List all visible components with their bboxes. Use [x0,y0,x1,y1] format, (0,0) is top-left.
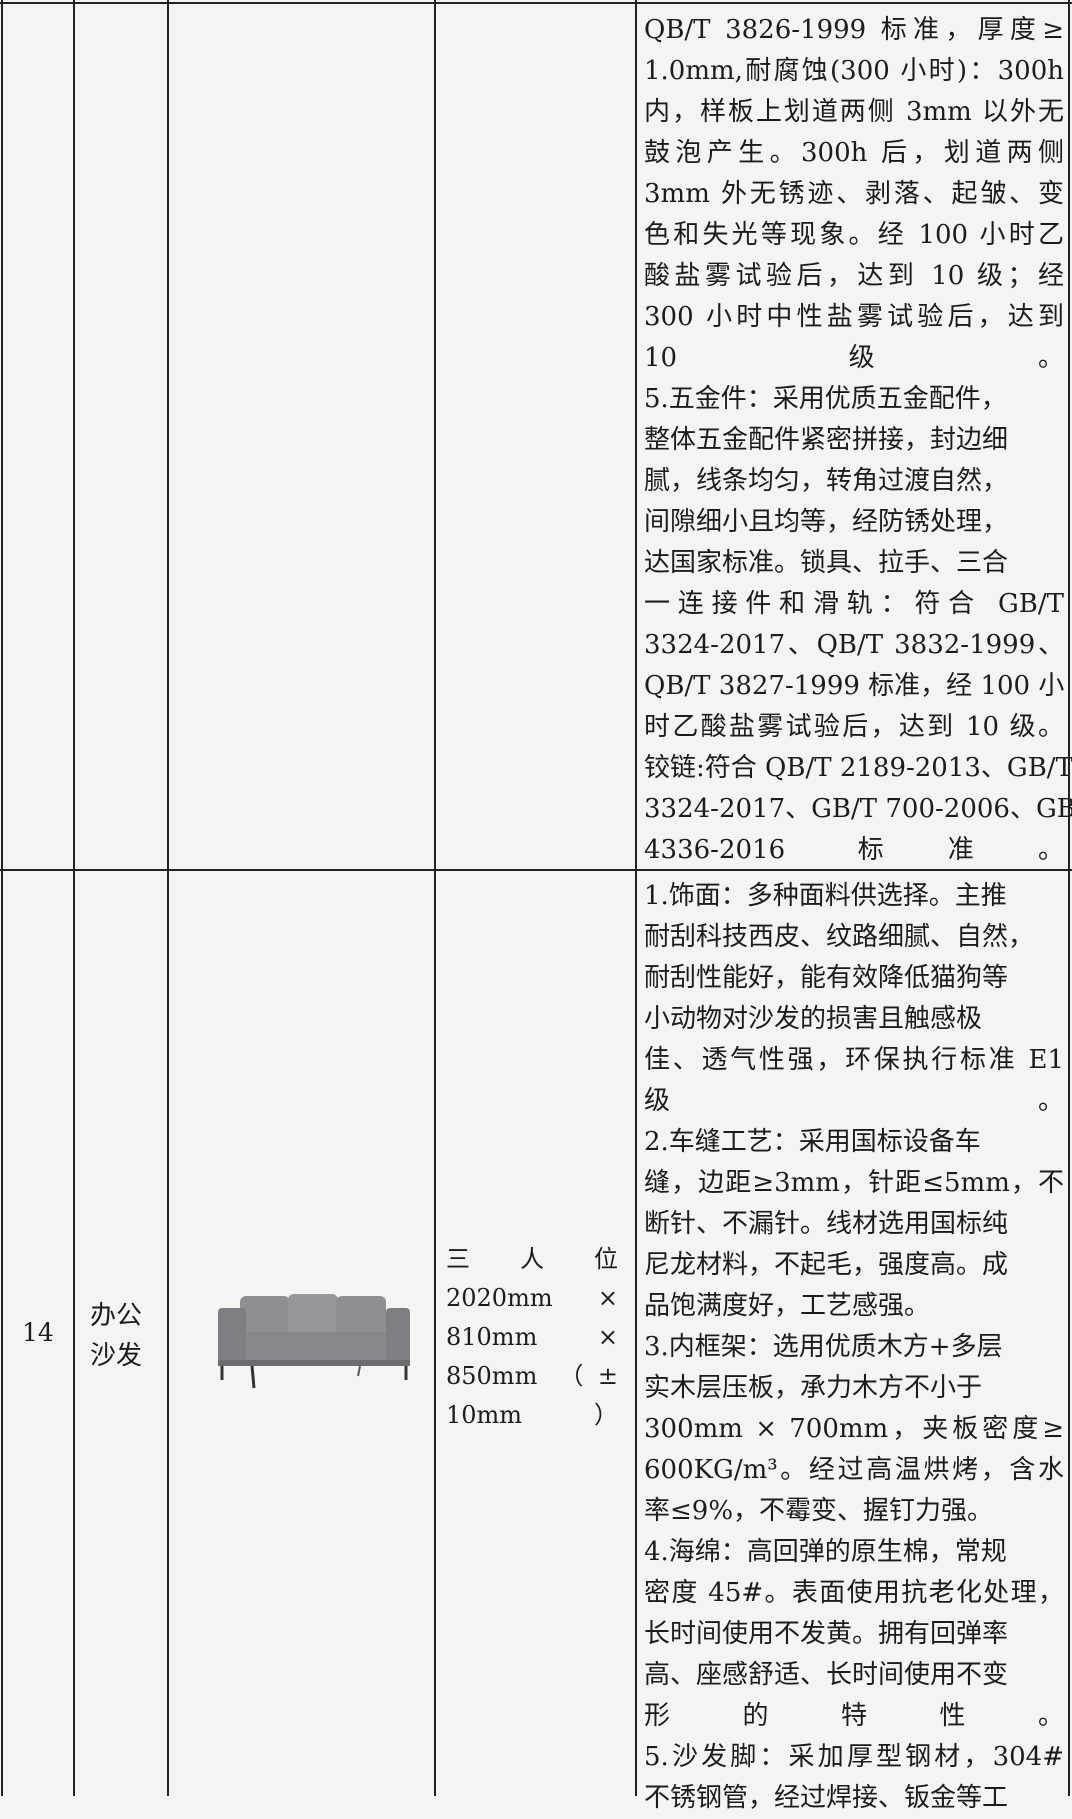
text-line: 色和失光等现象。经 100 小时乙 [644,220,1064,250]
text-line: 3mm 外无锈迹、剥落、起皱、变 [644,179,1064,209]
border [0,2,1072,4]
text-line: 佳、透气性强，环保执行标准 E1 [644,1045,1064,1075]
text-line: 3.内框架：选用优质木方+多层 [644,1332,1003,1362]
text-line: 1.0mm,耐腐蚀(300 小时)：300h [644,56,1064,86]
text-line: 沙发 [90,1341,143,1371]
text-line: 缝，边距≥3mm，针距≤5mm，不 [644,1168,1064,1198]
text-line: 腻，线条均匀，转角过渡自然， [644,466,1009,496]
text-line: 850mm （± [446,1362,618,1390]
spec-cell: 1.饰面：多种面料供选择。主推 耐刮科技西皮、纹路细腻、自然， 耐刮性能好，能有效降… [644,876,1064,1819]
text-line: 小动物对沙发的损害且触感极 [644,1004,983,1034]
text-line: 810mm × [446,1323,618,1351]
text-line: 间隙细小且均等，经防锈处理， [644,507,1009,537]
size-cell: 三 人 位 2020mm × 810mm × 850mm （± 10mm） [446,1240,618,1435]
text-line: 形 的 特 性 。 [644,1701,1064,1731]
text-line: 实木层压板，承力木方不小于 [644,1373,983,1403]
spec-cell: QB/T 3826-1999 标准，厚度≥ 1.0mm,耐腐蚀(300 小时)：3… [644,10,1072,871]
text-line: 长时间使用不发黄。拥有回弹率 [644,1619,1009,1649]
text-line: 断针、不漏针。线材选用国标纯 [644,1209,1009,1239]
text-line: 3324-2017、GB/T 700-2006、GB/T [644,794,1072,824]
text-line: QB/T 3826-1999 标准，厚度≥ [644,15,1064,45]
text-line: 2020mm × [446,1284,618,1312]
text-line: 1.饰面：多种面料供选择。主推 [644,881,1007,911]
text-line: 三 人 位 [446,1245,618,1273]
text-line: 5.沙发脚：采加厚型钢材，304# [644,1742,1064,1772]
text-line: 品饱满度好，工艺感强。 [644,1291,931,1321]
text-line: 4336-2016 标准。 [644,835,1064,865]
text-line: 酸盐雾试验后，达到 10 级；经 [644,261,1064,291]
text-line: 级 。 [644,1086,1064,1116]
border [73,0,75,1796]
text-line: 尼龙材料，不起毛，强度高。成 [644,1250,1009,1280]
text-line: 时乙酸盐雾试验后，达到 10 级。 [644,712,1064,742]
product-name: 办公 沙发 [90,1296,142,1376]
text-line: 内，样板上划道两侧 3mm 以外无 [644,97,1064,127]
border [1068,0,1070,1796]
text-line: 300mm × 700mm，夹板密度≥ [644,1414,1064,1444]
text-line: 鼓泡产生。300h 后，划道两侧 [644,138,1064,168]
border [434,0,436,1796]
text-line: 耐刮性能好，能有效降低猫狗等 [644,963,1009,993]
text-line: 不锈钢管，经过焊接、钣金等工 [644,1783,1009,1813]
border [167,0,169,1796]
text-line: 达国家标准。锁具、拉手、三合 [644,548,1009,578]
text-line: 600KG/m³。经过高温烘烤，含水 [644,1455,1064,1485]
text-line: 5.五金件：采用优质五金配件， [644,384,1007,414]
text-line: 2.车缝工艺：采用国标设备车 [644,1127,981,1157]
border [1,0,3,1796]
text-line: 10mm） [446,1401,618,1429]
border [635,0,637,1796]
sofa-image [218,1294,410,1389]
text-line: 10 级。 [644,343,1064,373]
row-number: 14 [22,1318,54,1347]
text-line: QB/T 3827-1999 标准，经 100 小 [644,671,1065,701]
text-line: 300 小时中性盐雾试验后，达到 [644,302,1064,332]
text-line: 铰链:符合 QB/T 2189-2013、GB/T [644,753,1072,783]
text-line: 整体五金配件紧密拼接，封边细 [644,425,1009,455]
text-line: 3324-2017、QB/T 3832-1999、 [644,630,1064,660]
text-line: 率≤9%，不霉变、握钉力强。 [644,1496,994,1526]
text-line: 4.海绵：高回弹的原生棉，常规 [644,1537,1007,1567]
text-line: 密度 45#。表面使用抗老化处理， [644,1578,1064,1608]
text-line: 高、座感舒适、长时间使用不变 [644,1660,1009,1690]
text-line: 耐刮科技西皮、纹路细腻、自然， [644,922,1035,952]
border [0,869,1072,871]
text-line: 一连接件和滑轨：符合 GB/T [644,589,1064,619]
text-line: 办公 [90,1301,143,1331]
